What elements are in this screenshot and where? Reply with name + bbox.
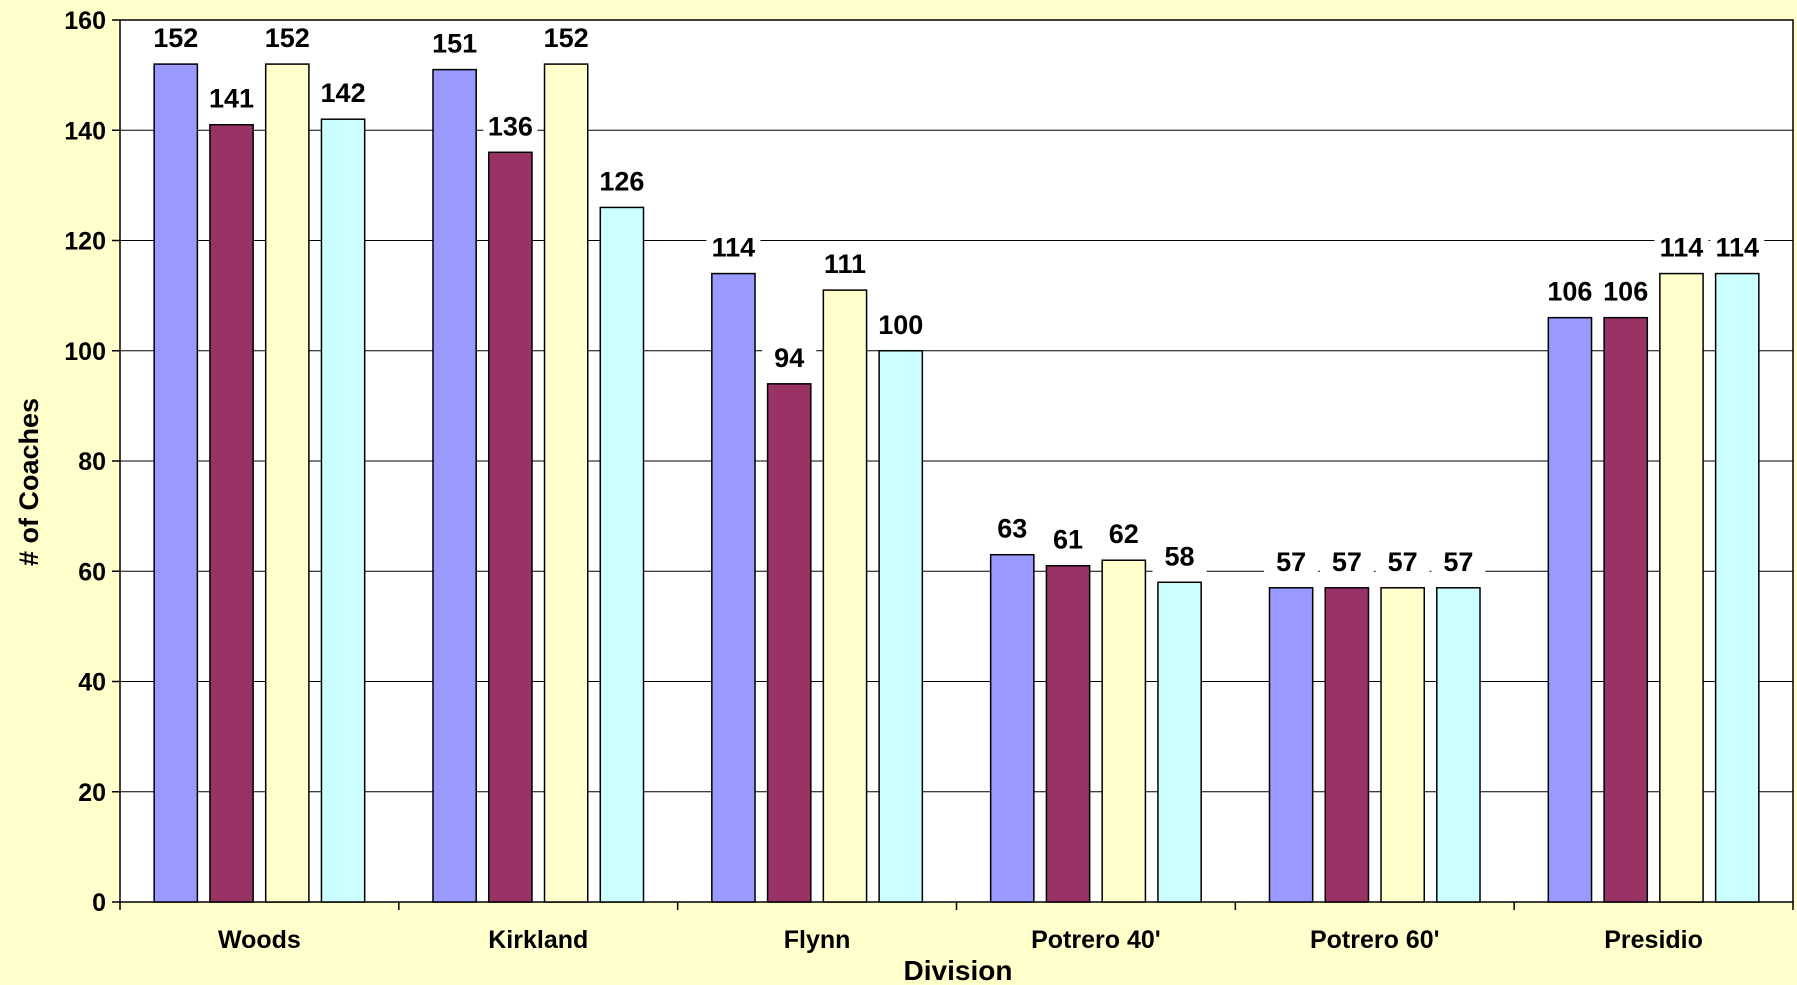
data-label-bg — [706, 230, 761, 265]
bar — [766, 383, 812, 903]
data-label-bg — [427, 26, 482, 61]
data-label-bg — [316, 76, 371, 111]
data-label: 142 — [321, 78, 366, 108]
data-label-bg — [204, 81, 259, 116]
bar — [1324, 587, 1370, 903]
bar — [432, 68, 477, 903]
x-axis-title: Division — [904, 955, 1013, 985]
bar — [878, 350, 924, 903]
bar — [543, 63, 589, 903]
bar — [1659, 272, 1704, 903]
y-tick-label: 60 — [78, 558, 106, 586]
data-label: 57 — [1332, 547, 1362, 577]
bar — [1045, 564, 1091, 903]
data-label: 111 — [824, 249, 866, 279]
data-label-bg — [1654, 230, 1709, 265]
bar — [320, 118, 366, 903]
y-tick-label: 100 — [64, 338, 106, 366]
data-label: 141 — [209, 84, 254, 114]
category-label: Kirkland — [488, 926, 588, 954]
data-label: 114 — [712, 233, 756, 263]
bar — [1436, 587, 1481, 903]
data-label-bg — [762, 340, 817, 375]
bar — [1268, 587, 1314, 903]
y-axis-title: # of Coaches — [14, 398, 44, 566]
data-label: 63 — [997, 514, 1027, 544]
category-label: Potrero 40' — [1031, 926, 1161, 954]
data-label: 106 — [1547, 277, 1592, 307]
bar — [264, 63, 310, 903]
bar — [1603, 316, 1649, 903]
data-label: 100 — [878, 310, 923, 340]
data-label-bg — [1264, 544, 1319, 579]
y-tick-label: 20 — [78, 779, 106, 807]
data-label-bg — [260, 21, 315, 56]
data-label: 61 — [1053, 525, 1083, 555]
data-label: 151 — [432, 29, 477, 59]
y-tick-label: 120 — [64, 228, 106, 256]
data-label-bg — [539, 21, 594, 56]
data-label-bg — [1041, 522, 1096, 557]
data-label-bg — [1431, 544, 1486, 579]
data-label: 152 — [265, 23, 310, 53]
bar — [1380, 587, 1425, 903]
y-tick-label: 0 — [92, 889, 106, 917]
data-label-bg — [1542, 274, 1597, 309]
y-tick-label: 40 — [78, 669, 106, 697]
bar — [209, 123, 254, 903]
data-label-bg — [1598, 274, 1653, 309]
data-label: 114 — [1660, 233, 1704, 263]
data-label: 94 — [774, 343, 804, 373]
data-label-bg — [985, 511, 1040, 546]
bar — [1714, 272, 1760, 903]
data-label: 152 — [544, 23, 589, 53]
data-label-bg — [1152, 539, 1207, 574]
data-label-bg — [817, 247, 872, 282]
data-label: 106 — [1603, 277, 1648, 307]
category-label: Flynn — [784, 926, 851, 954]
data-label-bg — [1375, 544, 1430, 579]
data-label-bg — [148, 21, 203, 56]
y-tick-label: 140 — [64, 117, 106, 145]
data-label: 114 — [1715, 233, 1759, 263]
data-label: 136 — [488, 111, 533, 141]
bar — [1547, 316, 1593, 903]
category-label: Potrero 60' — [1310, 926, 1440, 954]
data-label: 152 — [153, 23, 198, 53]
bar — [153, 63, 199, 903]
bar — [822, 289, 868, 903]
data-label: 62 — [1109, 519, 1139, 549]
data-label: 126 — [599, 166, 644, 196]
data-label-bg — [1096, 517, 1151, 552]
bar — [1157, 581, 1202, 903]
category-label: Presidio — [1604, 926, 1703, 954]
data-label: 57 — [1388, 547, 1418, 577]
y-tick-label: 80 — [78, 448, 106, 476]
data-label-bg — [1319, 544, 1374, 579]
data-label-bg — [873, 307, 928, 342]
bar — [1101, 559, 1147, 903]
bar — [711, 272, 756, 903]
bar — [599, 206, 645, 903]
bar — [488, 151, 533, 903]
bar — [989, 553, 1035, 903]
data-label: 58 — [1165, 541, 1195, 571]
data-label: 57 — [1276, 547, 1306, 577]
data-label-bg — [1710, 230, 1765, 265]
category-label: Woods — [218, 926, 301, 954]
data-label: 57 — [1443, 547, 1473, 577]
data-label-bg — [594, 164, 649, 199]
y-tick-label: 160 — [64, 7, 106, 35]
data-label-bg — [483, 109, 538, 144]
